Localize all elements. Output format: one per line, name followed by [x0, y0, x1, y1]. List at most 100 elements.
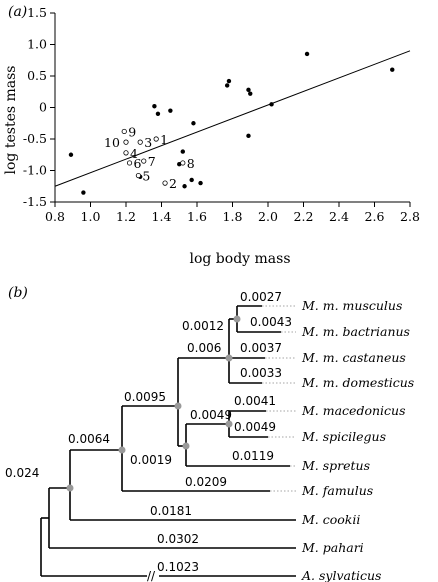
x-tick-label: 1.0	[81, 209, 101, 224]
point-label: 2	[169, 176, 177, 191]
node-famulus	[118, 446, 126, 454]
blen-mus-spic-node: 0.0019	[130, 453, 172, 467]
point-label: 5	[142, 169, 150, 184]
node-cookii	[66, 484, 74, 492]
data-point-filled	[81, 190, 86, 195]
data-point-open	[162, 180, 168, 186]
node-mus-spic	[182, 442, 190, 450]
x-tick-label: 2.4	[329, 209, 349, 224]
blen-musmusculus-node: 0.006	[187, 341, 221, 355]
blen-famulus: 0.0209	[185, 475, 227, 489]
data-point-filled	[168, 108, 173, 113]
data-point-open	[137, 139, 143, 145]
data-point-open	[121, 128, 127, 135]
data-point-filled	[269, 102, 274, 107]
filled-points	[68, 51, 395, 195]
taxon-label: M. spretus	[301, 458, 370, 473]
data-point-filled	[304, 51, 310, 57]
blen-bactrianus: 0.0043	[250, 315, 292, 329]
panel-b-label: (b)	[8, 285, 28, 301]
blen-castaneus: 0.0037	[240, 341, 282, 355]
data-point-filled	[198, 180, 203, 186]
data-point-open	[153, 136, 159, 142]
point-label: 6	[134, 156, 142, 171]
data-point-filled	[180, 149, 185, 154]
blen-spretus: 0.0119	[232, 449, 274, 463]
blen-pahari: 0.0302	[157, 532, 199, 546]
data-point-filled	[152, 104, 157, 109]
data-point-open	[180, 160, 186, 166]
data-point-filled	[246, 87, 251, 93]
y-tick-label: -0.5	[23, 131, 47, 146]
taxon-label: A. sylvaticus	[301, 568, 381, 582]
taxon-label: M. m. castaneus	[301, 350, 406, 365]
blen-spicilegus: 0.0049	[234, 420, 276, 434]
data-point-filled	[224, 83, 230, 88]
x-tick-label: 2.2	[294, 209, 314, 224]
data-point-filled	[189, 177, 194, 183]
scatter-plot: 0.8 1.0 1.2 1.4 1.6 1.8 2.0 2.2 2.4 2.6 2.8 1.5 1.0…	[23, 5, 420, 224]
point-label: 4	[130, 146, 138, 161]
blen-musculus: 0.0027	[240, 290, 282, 304]
point-label: 8	[187, 156, 195, 171]
y-tick-label: -1.0	[23, 163, 47, 178]
point-label: 3	[144, 135, 152, 150]
taxon-label: M. famulus	[301, 483, 373, 498]
data-point-filled	[191, 121, 196, 126]
data-point-filled	[68, 152, 74, 157]
y-tick-label: 1.0	[27, 37, 47, 52]
x-axis-title: log body mass	[189, 251, 290, 267]
taxon-label: M. macedonicus	[301, 403, 406, 418]
taxon-label: M. spicilegus	[301, 429, 386, 444]
data-point-filled	[226, 78, 232, 84]
panel-a-label: (a)	[8, 4, 27, 20]
blen-macedonicus: 0.0041	[234, 394, 276, 408]
data-point-filled	[390, 67, 395, 72]
point-label: 7	[148, 154, 156, 169]
blen-famulus-node: 0.0064	[68, 432, 110, 446]
x-ticks: 0.8 1.0 1.2 1.4 1.6 1.8 2.0 2.2 2.4 2.6 2.8	[45, 202, 420, 224]
x-tick-label: 1.4	[152, 209, 172, 224]
y-tick-label: 0	[39, 100, 47, 115]
x-tick-label: 1.6	[187, 209, 207, 224]
blen-cookii: 0.0181	[150, 504, 192, 518]
point-label: 10	[104, 135, 120, 150]
y-tick-label: -1.5	[23, 194, 47, 209]
taxon-label: M. m. musculus	[301, 298, 402, 313]
y-tick-label: 1.5	[27, 5, 47, 20]
node-musmusculus	[225, 354, 233, 362]
taxon-label: M. pahari	[301, 540, 364, 555]
data-point-filled	[182, 184, 187, 189]
x-tick-label: 1.8	[223, 209, 243, 224]
x-tick-label: 2.6	[365, 209, 385, 224]
x-tick-label: 0.8	[45, 209, 65, 224]
data-point-open	[141, 158, 147, 164]
data-point-open	[135, 172, 142, 179]
data-point-open	[123, 150, 129, 156]
node-mm-mb	[233, 315, 241, 323]
data-point-filled	[155, 111, 161, 117]
blen-sylvaticus: 0.1023	[157, 560, 199, 574]
blen-mac-spic-node: 0.0049	[190, 408, 232, 422]
taxon-label: M. cookii	[301, 512, 360, 527]
blen-domesticus: 0.0033	[240, 366, 282, 380]
data-point-filled	[246, 133, 251, 139]
x-tick-label: 2.0	[258, 209, 278, 224]
phylogenetic-tree	[40, 305, 296, 577]
point-label: 9	[128, 124, 136, 139]
regression-line	[54, 50, 411, 187]
leader-lines	[262, 305, 296, 492]
break-mark: //	[147, 569, 156, 582]
node-markers	[66, 315, 241, 492]
data-point-filled	[248, 91, 253, 96]
data-point-open	[123, 139, 129, 145]
blen-mm-mb-node: 0.0012	[182, 319, 224, 333]
x-tick-label: 1.2	[116, 209, 136, 224]
taxon-label: M. m. bactrianus	[301, 324, 410, 339]
point-label: 1	[160, 132, 168, 147]
taxon-label: M. m. domesticus	[301, 375, 414, 390]
blen-root-inner: 0.024	[5, 466, 39, 480]
node-musgroup	[174, 402, 182, 410]
data-point-open	[126, 160, 133, 166]
